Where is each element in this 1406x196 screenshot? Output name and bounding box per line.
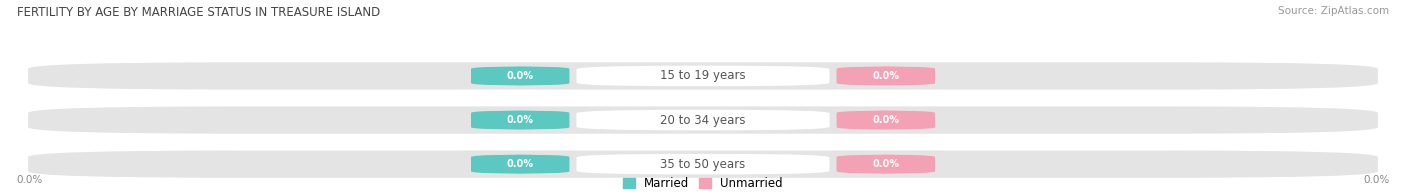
Text: 0.0%: 0.0% xyxy=(872,159,900,169)
Legend: Married, Unmarried: Married, Unmarried xyxy=(623,177,783,190)
FancyBboxPatch shape xyxy=(471,110,569,130)
Text: 20 to 34 years: 20 to 34 years xyxy=(661,113,745,127)
Text: FERTILITY BY AGE BY MARRIAGE STATUS IN TREASURE ISLAND: FERTILITY BY AGE BY MARRIAGE STATUS IN T… xyxy=(17,6,380,19)
FancyBboxPatch shape xyxy=(576,66,830,86)
Text: Source: ZipAtlas.com: Source: ZipAtlas.com xyxy=(1278,6,1389,16)
Text: 0.0%: 0.0% xyxy=(872,71,900,81)
Text: 15 to 19 years: 15 to 19 years xyxy=(661,69,745,83)
Text: 0.0%: 0.0% xyxy=(872,115,900,125)
FancyBboxPatch shape xyxy=(471,154,569,174)
FancyBboxPatch shape xyxy=(837,110,935,130)
FancyBboxPatch shape xyxy=(837,66,935,86)
FancyBboxPatch shape xyxy=(28,106,1378,134)
Text: 0.0%: 0.0% xyxy=(17,175,44,185)
FancyBboxPatch shape xyxy=(837,154,935,174)
Text: 0.0%: 0.0% xyxy=(1362,175,1389,185)
FancyBboxPatch shape xyxy=(576,110,830,130)
FancyBboxPatch shape xyxy=(471,66,569,86)
Text: 0.0%: 0.0% xyxy=(506,71,534,81)
FancyBboxPatch shape xyxy=(28,151,1378,178)
FancyBboxPatch shape xyxy=(28,62,1378,90)
Text: 0.0%: 0.0% xyxy=(506,159,534,169)
FancyBboxPatch shape xyxy=(576,154,830,174)
Text: 35 to 50 years: 35 to 50 years xyxy=(661,158,745,171)
Text: 0.0%: 0.0% xyxy=(506,115,534,125)
